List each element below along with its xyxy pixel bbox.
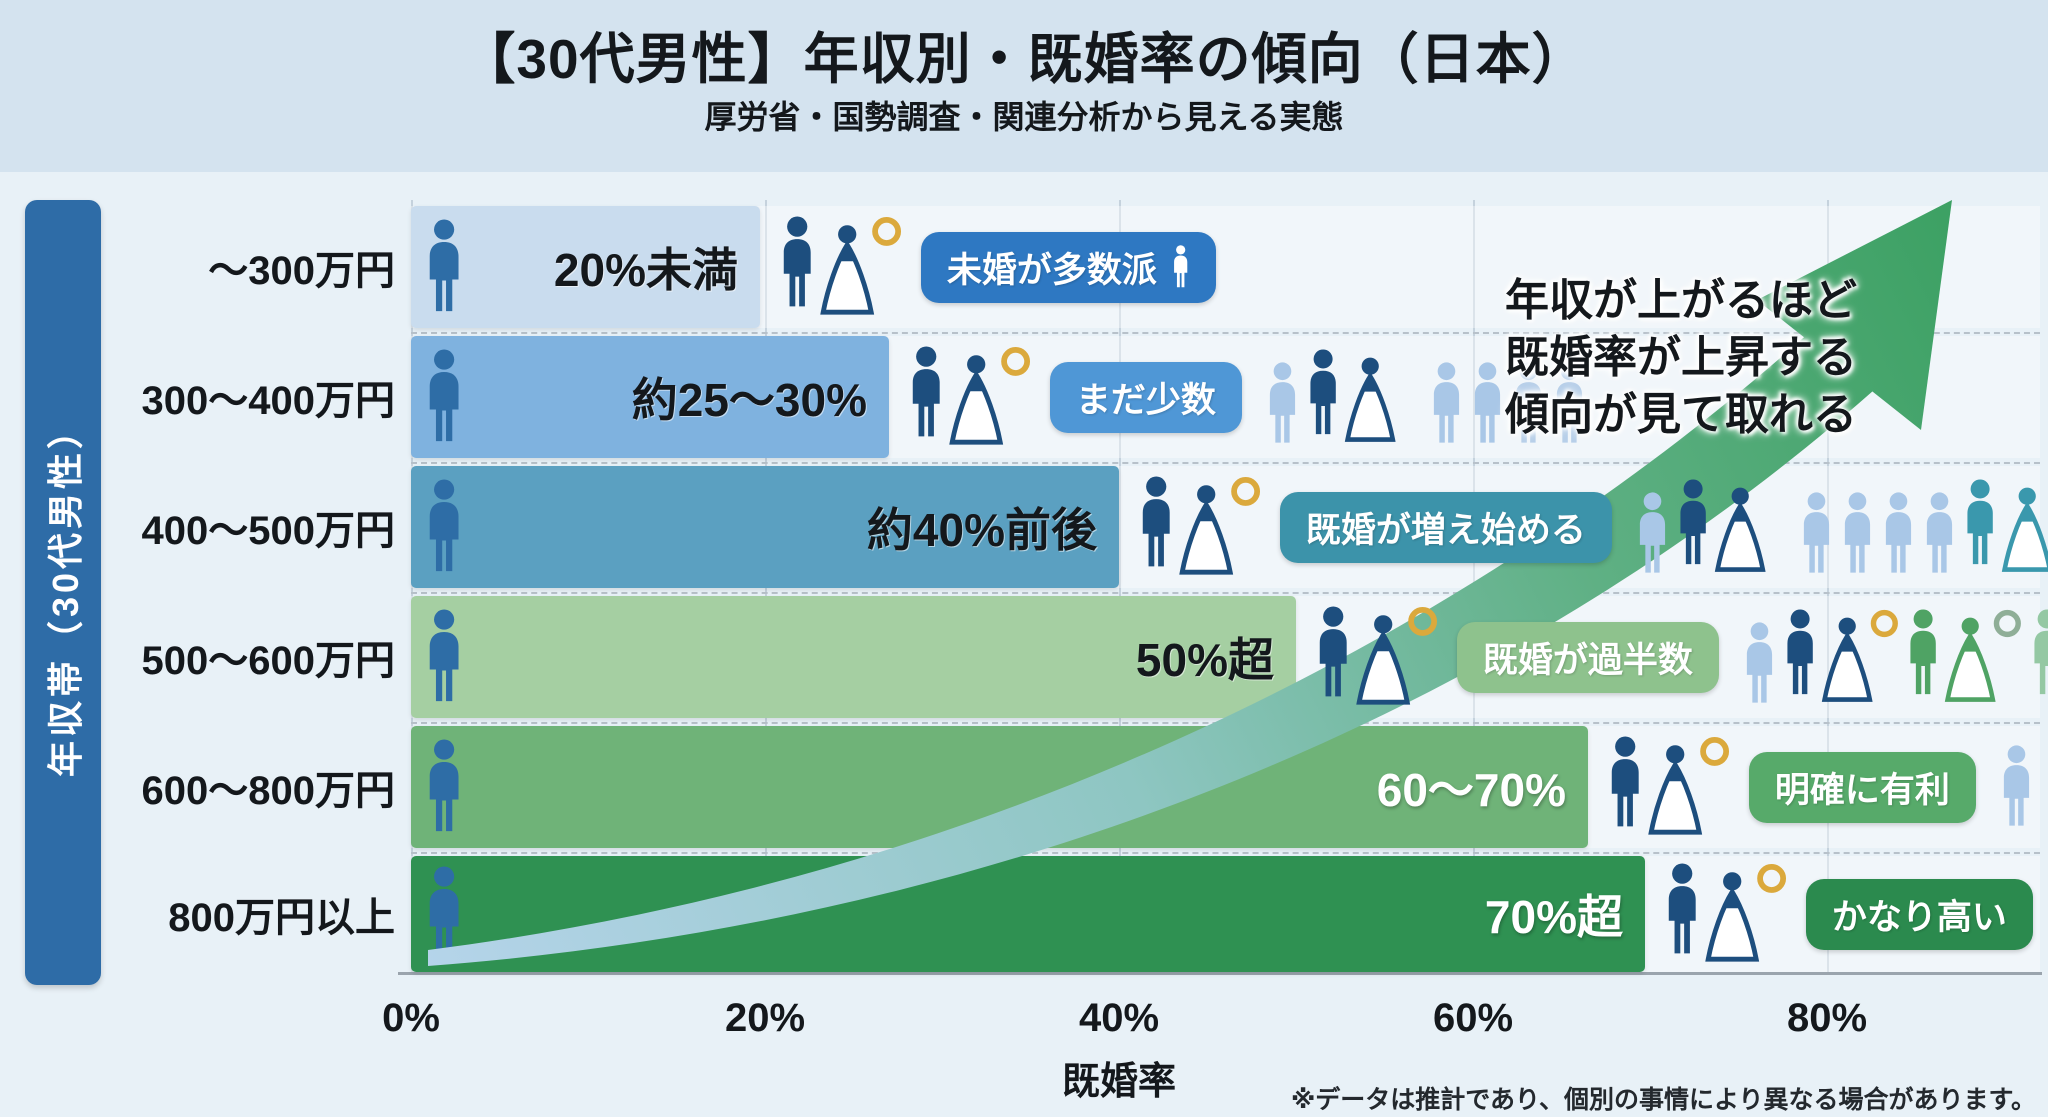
status-badge: まだ少数 [1049, 361, 1242, 433]
income-category-label: 300〜400万円 [141, 379, 395, 423]
married-couple-icon [1910, 609, 2022, 702]
person-icon [2003, 745, 2029, 826]
footnote: ※データは推計であり、個別の事情により異なる場合があります。 [1290, 1086, 2036, 1114]
page-title: 【30代男性】年収別・既婚率の傾向（日本） [460, 28, 1588, 90]
bar-person-icon [423, 609, 465, 705]
income-axis-sidebar: 年収帯（30代男性） [25, 200, 101, 985]
married-couple-icon [912, 346, 1031, 445]
population-pictograph [1741, 608, 2048, 706]
status-badge: 既婚が増え始める [1279, 491, 1612, 563]
status-badge-label: かなり高い [1831, 897, 2007, 937]
trend-annotation-line: 既婚率が上昇する [1505, 333, 1857, 382]
population-pictograph [1634, 478, 2048, 576]
married-couple-icon [783, 216, 902, 315]
income-category-label: 〜300万円 [208, 249, 395, 293]
bar-person-icon [423, 866, 465, 962]
income-category-label: 500〜600万円 [141, 639, 395, 683]
income-category-label: 400〜500万円 [141, 509, 395, 553]
marriage-rate-bar: 50%超 [411, 596, 1296, 718]
person-icon [1475, 362, 1501, 443]
person-icon [1845, 492, 1871, 573]
bar-annotations: 未婚が多数派 [778, 206, 1217, 328]
married-couple-icon [1319, 606, 1438, 705]
status-badge-label: 既婚が過半数 [1482, 640, 1693, 680]
person-icon [429, 866, 459, 959]
person-icon [1927, 492, 1953, 573]
status-badge: 明確に有利 [1748, 751, 1976, 823]
bar-annotations: かなり高い [1663, 856, 2033, 972]
page-subtitle: 厚労省・国勢調査・関連分析から見える実態 [704, 99, 1344, 135]
marriage-rate-bar: 約40%前後 [411, 466, 1119, 588]
marriage-rate-bar: 約25〜30% [411, 336, 889, 458]
bar-person-icon [423, 739, 465, 835]
row-separator [411, 722, 2040, 724]
married-couple-icon [1787, 609, 1898, 702]
status-badge: かなり高い [1805, 878, 2033, 950]
status-badge: 既婚が過半数 [1456, 621, 1719, 693]
married-couple-icon [1668, 863, 1787, 962]
married-couple-icon [1967, 479, 2048, 572]
x-axis-title: 既婚率 [1061, 1061, 1177, 1103]
marriage-rate-value: 約25〜30% [631, 374, 867, 426]
trend-annotation-line: 年収が上がるほど [1505, 276, 1857, 325]
marriage-rate-value: 70%超 [1484, 891, 1623, 943]
x-axis-tick: 0% [382, 996, 440, 1040]
marriage-rate-value: 60〜70% [1376, 764, 1566, 816]
x-axis-tick: 40% [1078, 996, 1160, 1040]
x-axis-tick: 80% [1786, 996, 1868, 1040]
income-category-label: 600〜800万円 [141, 769, 395, 813]
marriage-rate-value: 50%超 [1135, 634, 1274, 686]
marriage-rate-bar: 20%未満 [411, 206, 760, 328]
x-axis-tick: 60% [1432, 996, 1514, 1040]
header-band [0, 0, 2048, 172]
married-couple-icon [1142, 476, 1261, 575]
married-couple-icon [1611, 736, 1730, 835]
person-icon [429, 479, 459, 572]
income-axis-label: 年収帯（30代男性） [45, 408, 86, 777]
marriage-rate-bar: 70%超 [411, 856, 1645, 972]
person-icon [1746, 622, 1772, 703]
x-axis-line [398, 972, 2042, 975]
row-separator [411, 592, 2040, 594]
marriage-rate-value: 20%未満 [553, 244, 738, 296]
person-icon [1269, 362, 1295, 443]
person-icon [429, 739, 459, 832]
person-icon [429, 219, 459, 312]
person-icon [429, 349, 459, 442]
bar-annotations: 明確に有利 [1606, 726, 2035, 848]
row-separator [411, 462, 2040, 464]
bar-person-icon [423, 219, 465, 315]
marriage-rate-bar: 60〜70% [411, 726, 1588, 848]
status-badge-label: 明確に有利 [1774, 770, 1950, 810]
marriage-rate-value: 約40%前後 [866, 504, 1097, 556]
person-icon [1639, 492, 1665, 573]
bar-person-icon [423, 479, 465, 575]
person-icon [1886, 492, 1912, 573]
bar-annotations: 既婚が増え始める [1137, 466, 2048, 588]
population-pictograph [1998, 745, 2035, 829]
row-separator [411, 852, 2040, 854]
person-icon [429, 609, 459, 702]
bar-annotations: まだ少数 [907, 336, 1588, 458]
married-couple-icon [2034, 609, 2048, 695]
person-icon [1173, 245, 1188, 288]
status-badge-label: 未婚が多数派 [946, 250, 1157, 290]
married-couple-icon [1680, 479, 1766, 572]
status-badge-label: まだ少数 [1075, 380, 1216, 420]
x-axis-tick: 20% [724, 996, 806, 1040]
person-icon [1804, 492, 1830, 573]
status-badge-label: 既婚が増え始める [1305, 510, 1586, 550]
trend-annotation-line: 傾向が見て取れる [1505, 390, 1857, 439]
status-badge: 未婚が多数派 [920, 231, 1217, 303]
bar-person-icon [423, 349, 465, 445]
trend-annotation: 年収が上がるほど 既婚率が上昇する 傾向が見て取れる [1505, 272, 1857, 443]
married-couple-icon [1310, 349, 1396, 442]
income-category-label: 800万円以上 [168, 896, 395, 940]
person-icon [1434, 362, 1460, 443]
bar-annotations: 既婚が過半数 [1314, 596, 2048, 718]
